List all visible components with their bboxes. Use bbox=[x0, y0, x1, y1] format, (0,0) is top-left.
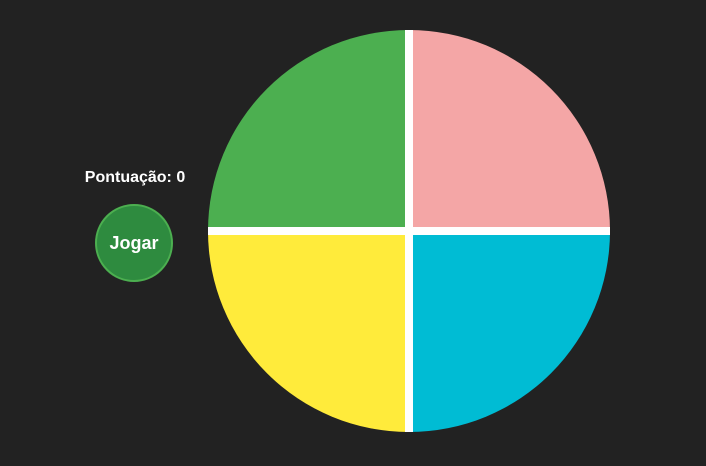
score-label: Pontuação: 0 bbox=[84, 169, 186, 186]
horizontal-separator bbox=[208, 227, 610, 235]
pad-yellow[interactable] bbox=[208, 231, 409, 432]
pad-pink[interactable] bbox=[409, 30, 610, 231]
play-button[interactable]: Jogar bbox=[95, 204, 173, 282]
game-board bbox=[208, 30, 610, 432]
pad-green[interactable] bbox=[208, 30, 409, 231]
pad-cyan[interactable] bbox=[409, 231, 610, 432]
game-board-svg bbox=[208, 30, 610, 432]
